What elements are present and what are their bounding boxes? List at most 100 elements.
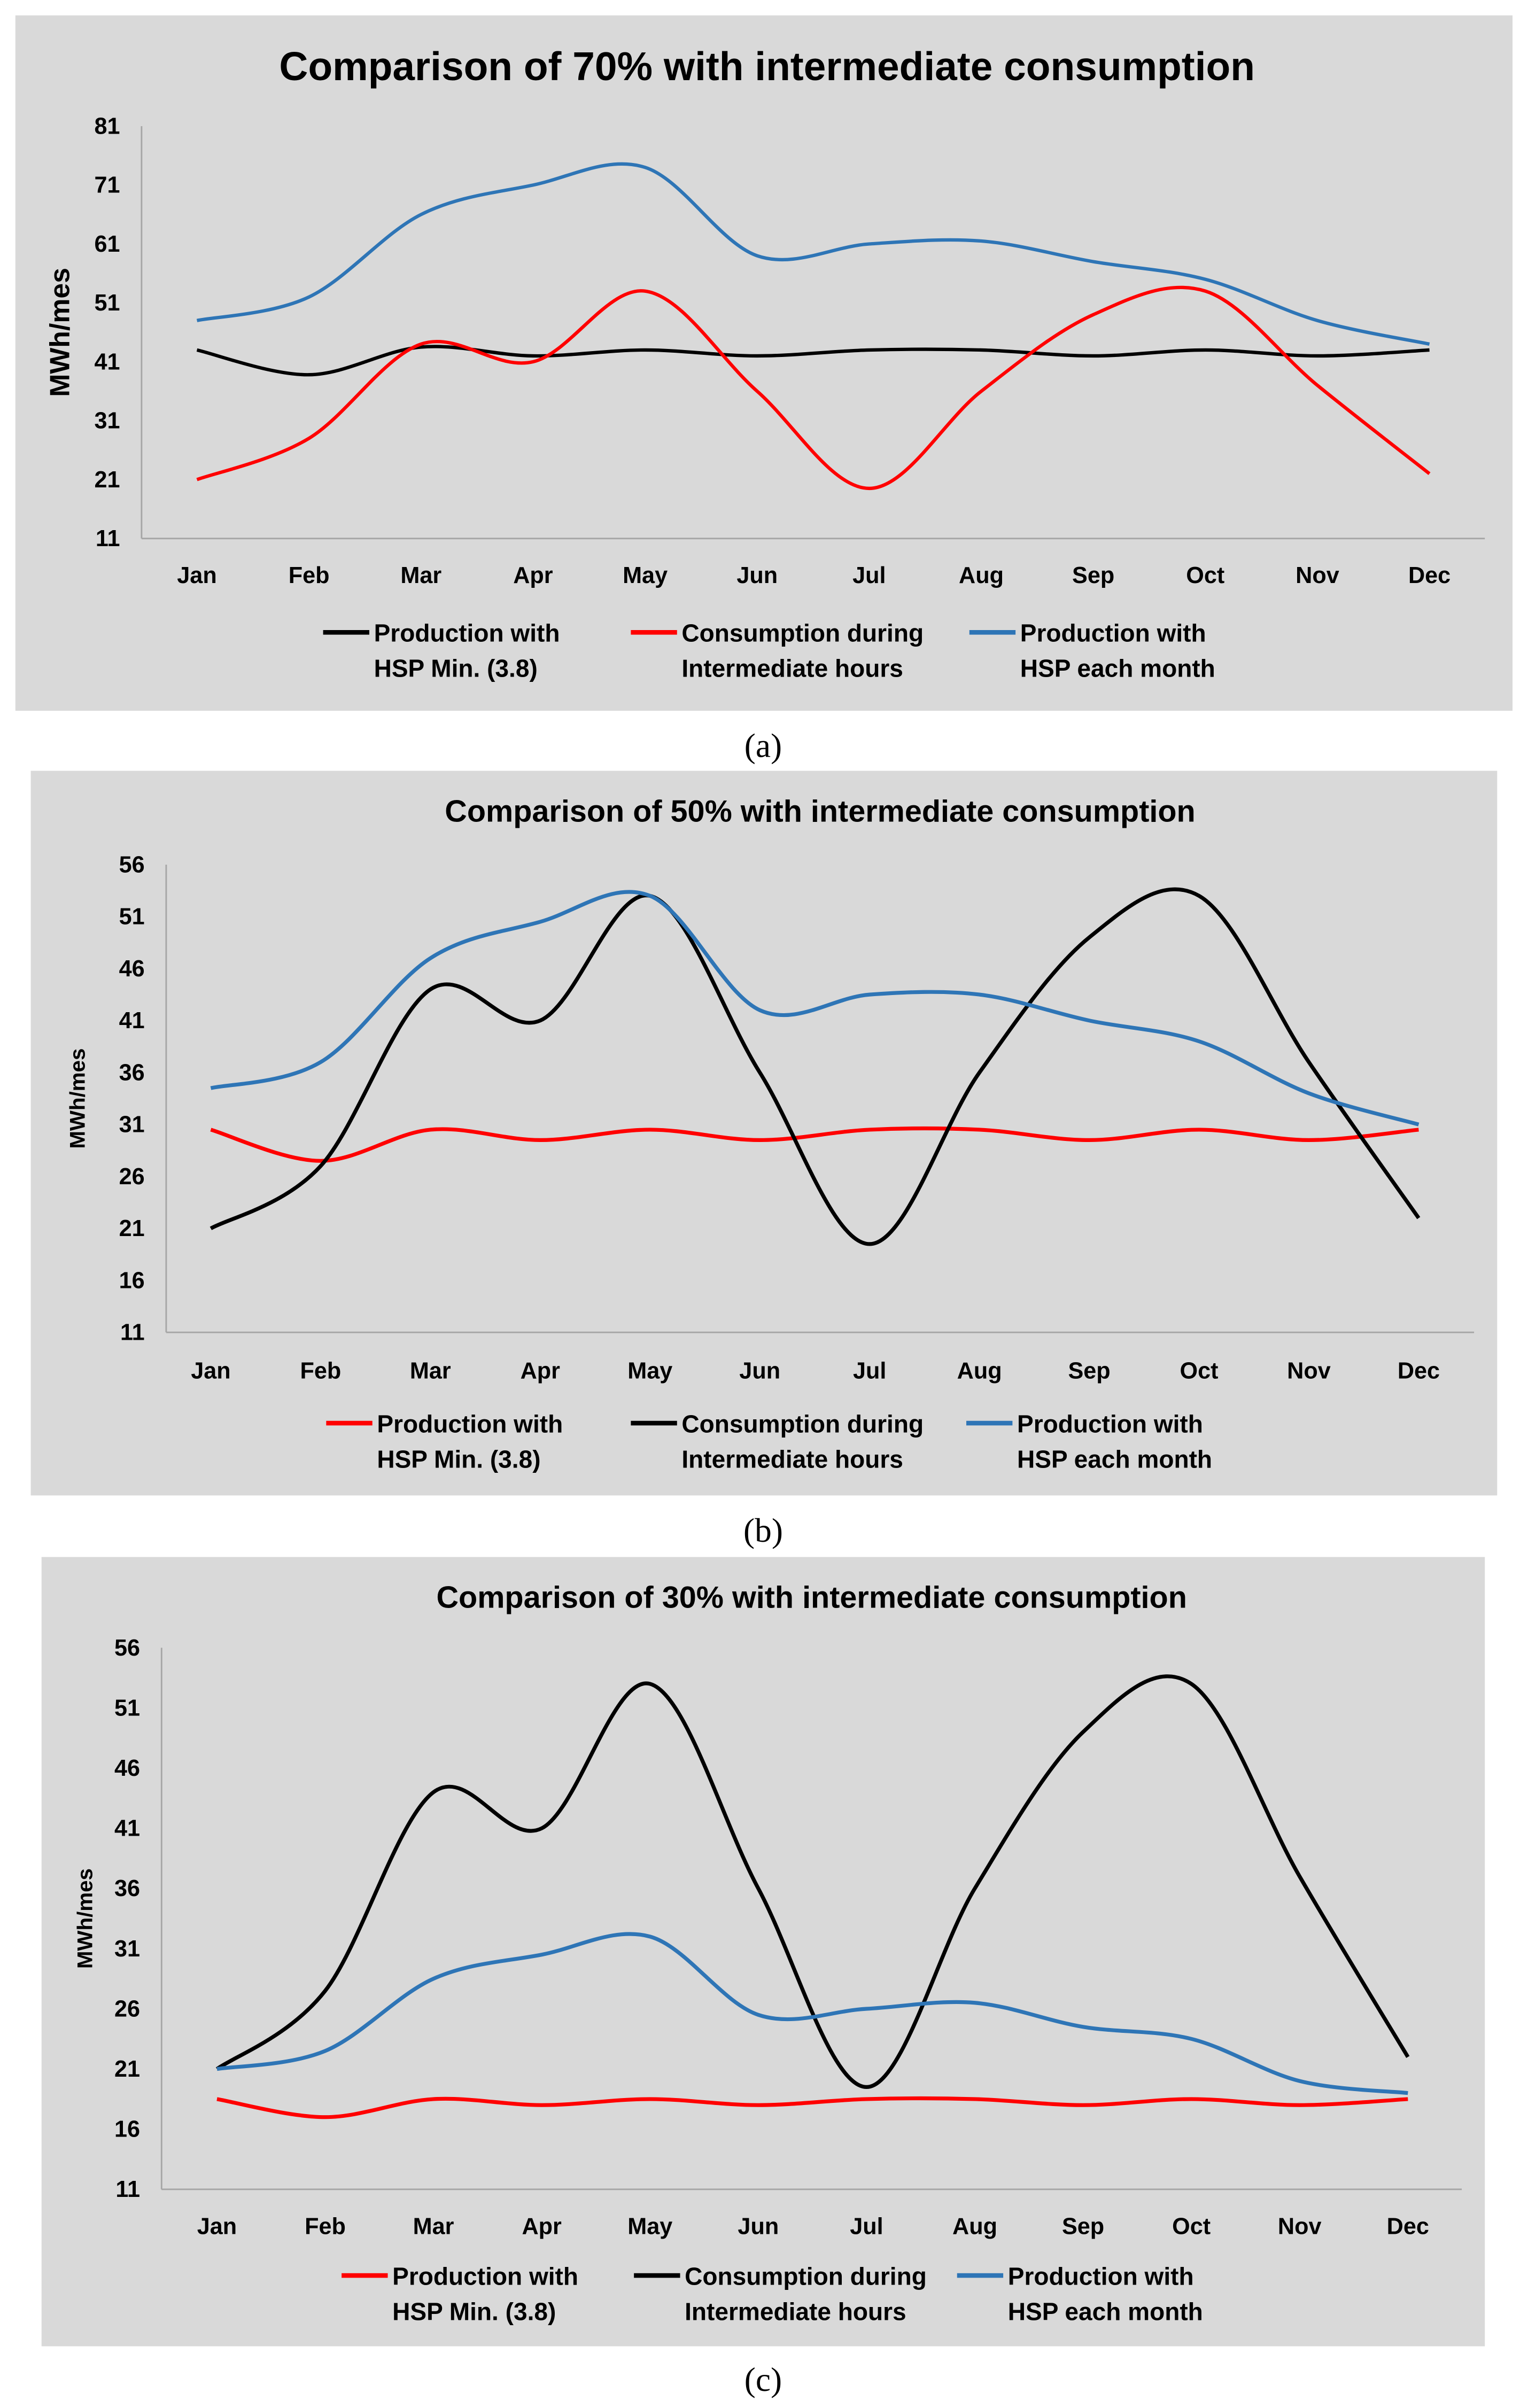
x-tick-label: Jun <box>736 563 778 588</box>
legend-label: Production with <box>377 1410 563 1438</box>
x-tick-label: Oct <box>1186 563 1224 588</box>
chart-svg: Comparison of 30% with intermediate cons… <box>73 1581 1462 2326</box>
y-axis-label: MWh/mes <box>73 1868 97 1969</box>
y-tick-label: 11 <box>115 2177 140 2202</box>
x-tick-label: Nov <box>1287 1358 1331 1384</box>
x-tick-label: May <box>627 1358 672 1384</box>
x-tick-label: May <box>627 2213 672 2239</box>
legend-label: Intermediate hours <box>681 655 903 682</box>
x-tick-label: Sep <box>1072 563 1114 588</box>
y-tick-label: 51 <box>119 904 145 930</box>
y-tick-label: 26 <box>114 1996 140 2022</box>
x-tick-label: Aug <box>957 1358 1002 1384</box>
y-tick-label: 71 <box>95 173 120 198</box>
x-tick-label: Nov <box>1296 563 1339 588</box>
x-tick-label: Dec <box>1408 563 1451 588</box>
x-tick-label: Mar <box>400 563 441 588</box>
x-tick-label: Oct <box>1172 2213 1211 2239</box>
chart-panel: Comparison of 50% with intermediate cons… <box>30 771 1498 1496</box>
x-tick-label: Aug <box>959 563 1004 588</box>
y-tick-label: 16 <box>119 1268 145 1293</box>
series-line-3 <box>196 162 1430 346</box>
y-tick-label: 46 <box>114 1755 140 1781</box>
legend-label: HSP Min. (3.8) <box>392 2298 556 2326</box>
series-line-2 <box>215 1674 1410 2089</box>
y-tick-label: 11 <box>96 526 120 551</box>
y-tick-label: 11 <box>120 1320 145 1346</box>
legend-label: HSP each month <box>1020 655 1215 682</box>
panel-caption: (b) <box>743 1511 783 1550</box>
x-tick-label: Nov <box>1278 2213 1322 2239</box>
x-tick-label: Dec <box>1398 1358 1440 1384</box>
y-tick-label: 26 <box>119 1164 145 1190</box>
legend-label: Consumption during <box>681 1410 924 1438</box>
y-tick-label: 31 <box>114 1936 140 1962</box>
x-tick-label: Feb <box>305 2213 346 2239</box>
y-axis-label: MWh/mes <box>44 268 75 397</box>
x-tick-label: Dec <box>1387 2213 1429 2239</box>
x-tick-label: Feb <box>289 563 330 588</box>
chart-title: Comparison of 70% with intermediate cons… <box>279 44 1255 89</box>
chart-svg: Comparison of 50% with intermediate cons… <box>65 794 1475 1473</box>
x-tick-label: Mar <box>410 1358 451 1384</box>
chart-title: Comparison of 30% with intermediate cons… <box>436 1581 1186 1615</box>
x-tick-label: Jan <box>191 1358 230 1384</box>
series-line-2 <box>210 887 1421 1246</box>
series-line-1 <box>216 2096 1408 2119</box>
y-tick-label: 56 <box>114 1635 140 1661</box>
y-tick-label: 56 <box>119 852 145 877</box>
x-tick-label: Jul <box>852 563 886 588</box>
chart-svg: Comparison of 70% with intermediate cons… <box>44 44 1485 682</box>
y-tick-label: 36 <box>119 1060 145 1085</box>
panel-caption: (a) <box>744 726 782 765</box>
chart-title: Comparison of 50% with intermediate cons… <box>445 794 1195 828</box>
x-tick-label: Jun <box>739 1358 780 1384</box>
legend-label: Consumption during <box>681 619 924 647</box>
series-line-3 <box>210 890 1420 1127</box>
y-tick-label: 61 <box>95 231 120 257</box>
x-tick-label: Feb <box>300 1358 341 1384</box>
y-axis-label: MWh/mes <box>65 1048 89 1149</box>
legend-label: Production with <box>374 619 560 647</box>
y-tick-label: 41 <box>114 1816 140 1842</box>
legend-label: Consumption during <box>685 2262 927 2290</box>
x-tick-label: Oct <box>1180 1358 1219 1384</box>
chart-panel: Comparison of 70% with intermediate cons… <box>15 15 1513 711</box>
y-tick-label: 51 <box>95 290 120 316</box>
y-tick-label: 16 <box>114 2117 140 2142</box>
x-tick-label: Jan <box>197 2213 237 2239</box>
x-tick-label: Mar <box>413 2213 454 2239</box>
x-tick-label: May <box>623 563 668 588</box>
x-tick-label: Jul <box>853 1358 886 1384</box>
x-tick-label: Jul <box>850 2213 883 2239</box>
x-tick-label: Jun <box>738 2213 779 2239</box>
legend-label: HSP each month <box>1008 2298 1203 2326</box>
y-tick-label: 31 <box>119 1112 145 1138</box>
x-tick-label: Aug <box>952 2213 997 2239</box>
series-line-1 <box>210 1126 1419 1163</box>
y-tick-label: 21 <box>95 467 120 493</box>
y-tick-label: 31 <box>95 408 120 434</box>
legend-label: Production with <box>1008 2262 1194 2290</box>
legend-label: Intermediate hours <box>685 2298 906 2326</box>
y-tick-label: 41 <box>95 349 120 375</box>
y-tick-label: 46 <box>119 956 145 982</box>
x-tick-label: Apr <box>521 1358 561 1384</box>
series-line-3 <box>216 1932 1408 2095</box>
x-tick-label: Jan <box>177 563 216 588</box>
legend-label: Production with <box>1017 1410 1203 1438</box>
panel-caption: (c) <box>744 2360 782 2399</box>
x-tick-label: Sep <box>1068 1358 1110 1384</box>
legend-label: Production with <box>1020 619 1206 647</box>
x-tick-label: Apr <box>513 563 553 588</box>
legend-label: Production with <box>392 2262 578 2290</box>
y-tick-label: 51 <box>114 1695 140 1721</box>
legend-label: HSP each month <box>1017 1446 1212 1473</box>
series-line-2 <box>196 285 1431 491</box>
legend-label: Intermediate hours <box>681 1446 903 1473</box>
y-tick-label: 81 <box>95 113 120 139</box>
chart-panel: Comparison of 30% with intermediate cons… <box>41 1557 1485 2347</box>
x-tick-label: Apr <box>522 2213 562 2239</box>
x-tick-label: Sep <box>1062 2213 1104 2239</box>
